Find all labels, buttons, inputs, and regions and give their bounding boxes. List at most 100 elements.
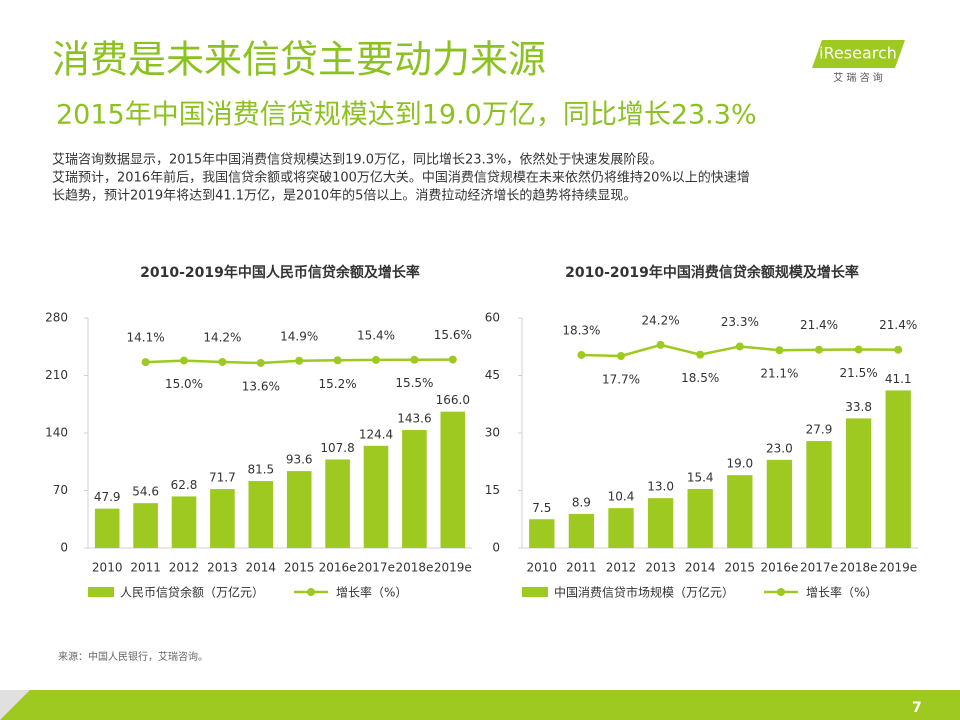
- x-tick-label: 2017e: [800, 561, 838, 575]
- x-tick-label: 2010: [92, 561, 123, 575]
- x-tick-label: 2013: [645, 561, 676, 575]
- bar: [806, 441, 832, 548]
- line-value-label: 15.0%: [165, 377, 203, 391]
- y-tick-label: 60: [485, 311, 500, 325]
- legend-swatch: [522, 587, 548, 597]
- bar-value-label: 15.4: [687, 470, 714, 484]
- bar-value-label: 10.4: [608, 490, 635, 504]
- bar-value-label: 13.0: [647, 480, 674, 494]
- line-value-label: 14.9%: [280, 329, 318, 343]
- line-point: [656, 340, 665, 349]
- line-point: [448, 355, 457, 364]
- line-point: [617, 351, 625, 360]
- x-tick-label: 2014: [685, 561, 716, 575]
- legend-swatch: [88, 587, 114, 597]
- line-value-label: 15.6%: [434, 328, 472, 342]
- bar: [210, 489, 235, 548]
- y-tick-label: 45: [485, 368, 500, 382]
- bar-value-label: 71.7: [209, 471, 236, 485]
- line-point: [410, 355, 419, 364]
- y-tick-label: 280: [45, 311, 68, 325]
- paragraph-line: 艾瑞预计，2016年前后，我国信贷余额或将突破100万亿大关。中国消费信贷规模在…: [52, 170, 750, 186]
- slide-subtitle: 2015年中国消费信贷规模达到19.0万亿，同比增长23.3%: [56, 100, 757, 131]
- bar: [727, 475, 753, 548]
- line-value-label: 23.3%: [721, 315, 759, 329]
- x-tick-label: 2018e: [395, 561, 433, 575]
- line-point: [141, 358, 150, 367]
- bar-value-label: 23.0: [766, 441, 793, 455]
- x-tick-label: 2014: [246, 561, 277, 575]
- x-tick-label: 2019e: [879, 561, 917, 575]
- x-tick-label: 2012: [169, 561, 200, 575]
- line-point: [577, 350, 586, 359]
- bar: [248, 481, 274, 548]
- bar-value-label: 19.0: [726, 457, 753, 471]
- line-point: [735, 342, 744, 351]
- x-tick-label: 2017e: [357, 561, 395, 575]
- bar-value-label: 62.8: [171, 478, 198, 492]
- legend-label: 增长率（%）: [336, 585, 407, 600]
- x-tick-label: 2011: [566, 561, 597, 575]
- x-tick-label: 2011: [130, 561, 161, 575]
- x-tick-label: 2010: [527, 561, 558, 575]
- line-value-label: 18.5%: [681, 371, 719, 385]
- logo: iResearch: [819, 44, 897, 63]
- y-tick-label: 15: [485, 483, 500, 497]
- y-tick-label: 140: [45, 426, 68, 440]
- x-tick-label: 2013: [207, 561, 238, 575]
- bar: [687, 488, 713, 548]
- line-point: [815, 345, 823, 354]
- line-value-label: 21.4%: [800, 318, 838, 332]
- bar-value-label: 143.6: [397, 412, 431, 426]
- footer-accent: [0, 690, 30, 720]
- line-value-label: 17.7%: [602, 372, 640, 386]
- x-tick-label: 2015: [725, 561, 756, 575]
- x-tick-label: 2016e: [760, 561, 798, 575]
- legend-label: 人民币信贷余额（万亿元）: [120, 585, 264, 600]
- line-point: [180, 356, 188, 365]
- bar: [171, 496, 197, 548]
- chart-title: 2010-2019年中国消费信贷余额规模及增长率: [565, 264, 859, 281]
- line-value-label: 13.6%: [242, 379, 280, 393]
- line-value-label: 15.5%: [395, 376, 433, 390]
- bar: [94, 508, 120, 548]
- line-point: [218, 357, 227, 366]
- x-tick-label: 2018e: [840, 561, 878, 575]
- bar-value-label: 166.0: [436, 393, 470, 407]
- line-point: [295, 356, 304, 365]
- y-tick-label: 70: [53, 483, 68, 497]
- line-value-label: 21.4%: [879, 318, 917, 332]
- bar: [286, 471, 312, 548]
- legend-label: 中国消费信贷市场规模（万亿元）: [554, 585, 734, 600]
- bar: [766, 459, 793, 548]
- footer-bar: [0, 690, 960, 720]
- bar-value-label: 33.8: [845, 400, 872, 414]
- legend-label: 增长率（%）: [806, 585, 877, 600]
- bar-value-label: 93.6: [286, 453, 313, 467]
- bar: [608, 508, 634, 548]
- bar-value-label: 41.1: [885, 372, 912, 386]
- paragraph-line: 长趋势，预计2019年将达到41.1万亿，是2010年的5倍以上。消费拉动经济增…: [52, 188, 636, 204]
- x-tick-label: 2016e: [319, 561, 357, 575]
- line-point: [775, 346, 784, 355]
- line-value-label: 15.4%: [357, 328, 395, 342]
- x-tick-label: 2019e: [434, 561, 472, 575]
- bar: [845, 418, 872, 548]
- page-number: 7: [912, 700, 922, 716]
- x-tick-label: 2015: [284, 561, 315, 575]
- bar: [363, 445, 389, 548]
- bar-value-label: 54.6: [132, 485, 159, 499]
- bar: [133, 503, 158, 548]
- x-tick-label: 2012: [606, 561, 637, 575]
- bar: [440, 411, 466, 548]
- bar-value-label: 47.9: [94, 490, 121, 504]
- legend-marker: [777, 588, 786, 596]
- line-value-label: 15.2%: [319, 377, 357, 391]
- bar: [402, 430, 427, 548]
- y-tick-label: 0: [492, 541, 500, 555]
- slide-title: 消费是未来信贷主要动力来源: [52, 38, 546, 82]
- bar: [568, 513, 595, 548]
- bar: [325, 459, 350, 548]
